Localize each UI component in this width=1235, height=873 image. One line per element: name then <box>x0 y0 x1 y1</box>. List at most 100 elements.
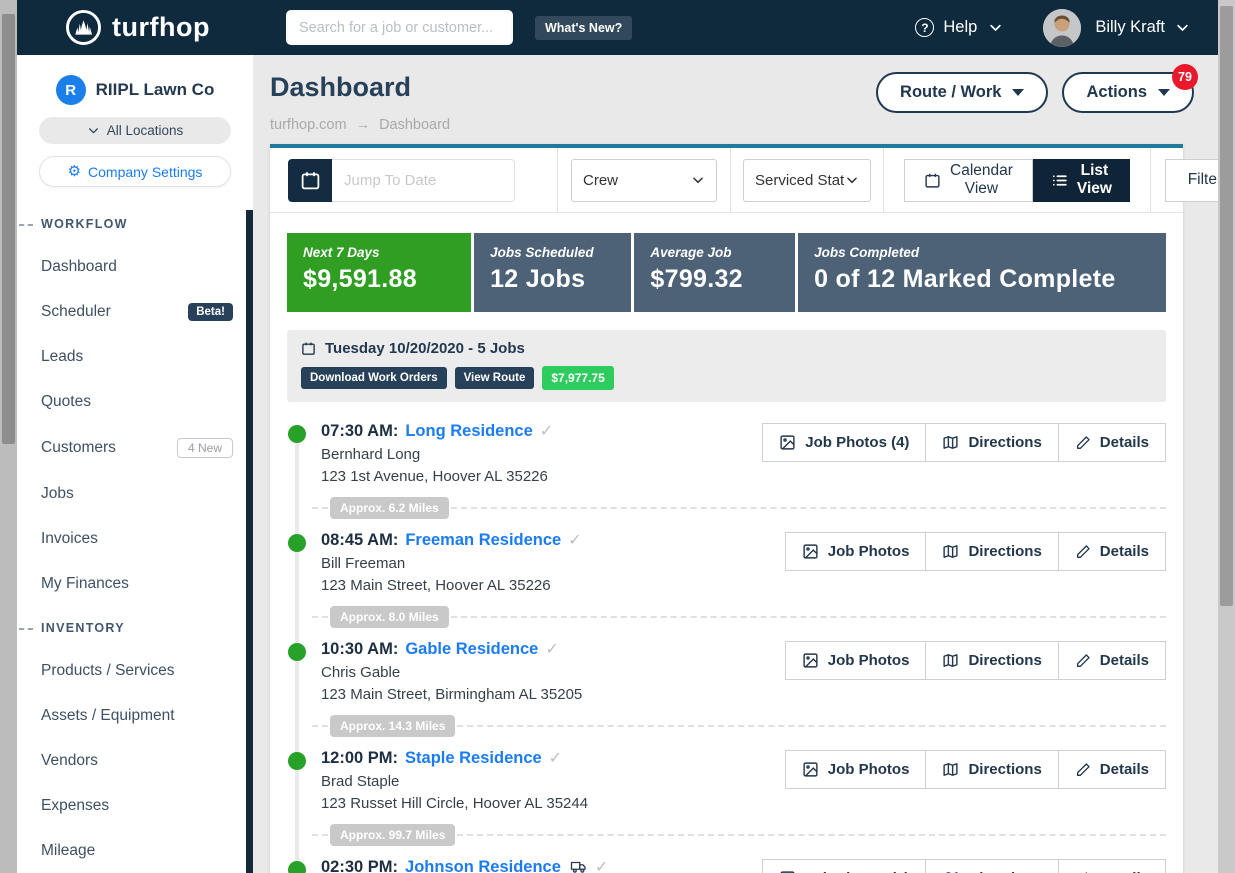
jump-to-date-input[interactable] <box>332 158 515 202</box>
directions-button[interactable]: Directions <box>925 532 1059 571</box>
user-menu[interactable]: Billy Kraft <box>1095 18 1190 37</box>
sidebar-item-customers[interactable]: Customers 4 New <box>17 438 253 458</box>
job-residence-link[interactable]: Freeman Residence <box>405 530 562 549</box>
job-residence-link[interactable]: Staple Residence <box>405 748 542 767</box>
left-scrollbar-thumb[interactable] <box>2 14 15 444</box>
page-scrollbar[interactable] <box>1218 0 1235 873</box>
directions-button[interactable]: Directions <box>925 750 1059 789</box>
left-scrollbar[interactable] <box>0 0 17 873</box>
search-input[interactable] <box>285 10 513 45</box>
company-header[interactable]: R RIIPL Lawn Co <box>17 75 253 105</box>
details-button[interactable]: Details <box>1057 750 1166 789</box>
actions-button[interactable]: Actions 79 <box>1062 64 1198 113</box>
details-button[interactable]: Details <box>1057 859 1166 873</box>
company-settings-button[interactable]: ⚙ Company Settings <box>39 156 231 187</box>
sidebar-scrollbar[interactable] <box>246 210 253 873</box>
image-icon <box>802 652 819 669</box>
date-picker-button[interactable] <box>288 158 332 202</box>
sidebar-item-products-services[interactable]: Products / Services <box>41 662 175 679</box>
details-button[interactable]: Details <box>1057 423 1166 462</box>
sidebar-item-vendors[interactable]: Vendors <box>41 752 98 769</box>
all-locations-selector[interactable]: All Locations <box>39 117 231 144</box>
route-total-badge: $7,977.75 <box>542 366 614 390</box>
job-row: 02:30 PM: Johnson Residence ✓ Dustin Jon… <box>288 857 1166 873</box>
dashboard-card: Crew Serviced Stat Calendar View List Vi… <box>270 144 1218 873</box>
job-row: 12:00 PM: Staple Residence ✓ Brad Staple… <box>288 748 1166 815</box>
help-icon: ? <box>915 18 935 37</box>
check-icon: ✓ <box>539 423 554 440</box>
page-scrollbar-thumb[interactable] <box>1220 6 1233 606</box>
breadcrumb-page: Dashboard <box>379 117 451 133</box>
breadcrumb-arrow-icon: → <box>355 117 371 133</box>
sidebar-item-assets-equipment[interactable]: Assets / Equipment <box>41 707 175 724</box>
chevron-down-icon <box>988 20 1003 35</box>
section-workflow: WORKFLOW <box>17 217 253 231</box>
help-label: Help <box>943 18 978 36</box>
stat-jobs-scheduled: Jobs Scheduled 12 Jobs <box>474 233 632 312</box>
sidebar-item-invoices[interactable]: Invoices <box>41 530 98 547</box>
sidebar-item-mileage[interactable]: Mileage <box>41 842 96 859</box>
job-row: 08:45 AM: Freeman Residence ✓ Bill Freem… <box>288 530 1166 597</box>
company-settings-label: Company Settings <box>88 163 203 180</box>
job-residence-link[interactable]: Gable Residence <box>405 639 539 658</box>
route-work-button[interactable]: Route / Work <box>876 72 1049 113</box>
list-view-button[interactable]: List View <box>1032 158 1130 202</box>
directions-button[interactable]: Directions <box>925 641 1059 680</box>
crew-select[interactable]: Crew <box>571 158 717 202</box>
directions-button[interactable]: Directions <box>925 423 1059 462</box>
whats-new-button[interactable]: What's New? <box>534 15 633 40</box>
view-route-button[interactable]: View Route <box>454 367 535 389</box>
stats-row: Next 7 Days $9,591.88 Jobs Scheduled 12 … <box>287 233 1167 312</box>
user-name: Billy Kraft <box>1095 18 1165 36</box>
filter-button[interactable]: Filter <box>1164 158 1218 202</box>
jobs-list: 07:30 AM: Long Residence ✓ Bernhard Long… <box>270 402 1183 873</box>
user-avatar[interactable] <box>1043 8 1082 47</box>
job-residence-link[interactable]: Long Residence <box>405 421 533 440</box>
map-icon <box>942 543 959 560</box>
pencil-icon <box>1075 435 1091 451</box>
sidebar-item-leads[interactable]: Leads <box>41 348 84 365</box>
details-button[interactable]: Details <box>1057 641 1166 680</box>
sidebar-item-dashboard[interactable]: Dashboard <box>41 258 117 275</box>
job-actions: Job Photos Directions Details <box>784 641 1166 680</box>
job-status-dot <box>288 643 306 661</box>
job-photos-button[interactable]: Job Photos <box>784 641 927 680</box>
distance-badge: Approx. 6.2 Miles <box>330 497 449 519</box>
actions-count-badge: 79 <box>1172 64 1198 90</box>
calendar-view-button[interactable]: Calendar View <box>904 158 1033 202</box>
job-photos-button[interactable]: Job Photos (4) <box>762 423 927 462</box>
turfhop-grass-icon <box>65 9 102 46</box>
stat-average-job: Average Job $799.32 <box>634 233 796 312</box>
sidebar-item-quotes[interactable]: Quotes <box>41 393 91 410</box>
job-contact: Bernhard Long <box>321 446 421 463</box>
turfhop-logo[interactable]: turfhop <box>65 9 210 46</box>
chevron-down-icon <box>87 124 100 137</box>
sidebar: R RIIPL Lawn Co All Locations ⚙ Company … <box>17 55 253 873</box>
job-actions: Job Photos (1) Directions Details <box>762 859 1166 873</box>
download-work-orders-button[interactable]: Download Work Orders <box>301 367 447 389</box>
job-residence-link[interactable]: Johnson Residence <box>405 857 561 873</box>
job-photos-button[interactable]: Job Photos (1) <box>762 859 927 873</box>
sidebar-item-my-finances[interactable]: My Finances <box>41 575 129 592</box>
sidebar-item-scheduler[interactable]: Scheduler Beta! <box>17 303 253 321</box>
job-separator: Approx. 6.2 Miles <box>312 497 1166 519</box>
sidebar-item-jobs[interactable]: Jobs <box>41 485 74 502</box>
breadcrumb-site[interactable]: turfhop.com <box>270 117 347 133</box>
image-icon <box>779 434 796 451</box>
directions-button[interactable]: Directions <box>925 859 1059 873</box>
image-icon <box>779 870 796 873</box>
serviced-status-select[interactable]: Serviced Stat <box>743 158 871 202</box>
job-photos-button[interactable]: Job Photos <box>784 750 927 789</box>
help-menu[interactable]: ? Help <box>915 18 1003 37</box>
job-actions: Job Photos Directions Details <box>784 750 1166 789</box>
details-button[interactable]: Details <box>1057 532 1166 571</box>
stat-next-7-days: Next 7 Days $9,591.88 <box>287 233 472 312</box>
page-title: Dashboard <box>270 72 412 102</box>
job-photos-button[interactable]: Job Photos <box>784 532 927 571</box>
image-icon <box>802 543 819 560</box>
chevron-down-icon <box>1175 20 1190 35</box>
check-icon: ✓ <box>545 641 559 658</box>
breadcrumb: turfhop.com → Dashboard <box>270 117 450 133</box>
sidebar-item-expenses[interactable]: Expenses <box>41 797 110 814</box>
job-status-dot <box>288 534 306 552</box>
